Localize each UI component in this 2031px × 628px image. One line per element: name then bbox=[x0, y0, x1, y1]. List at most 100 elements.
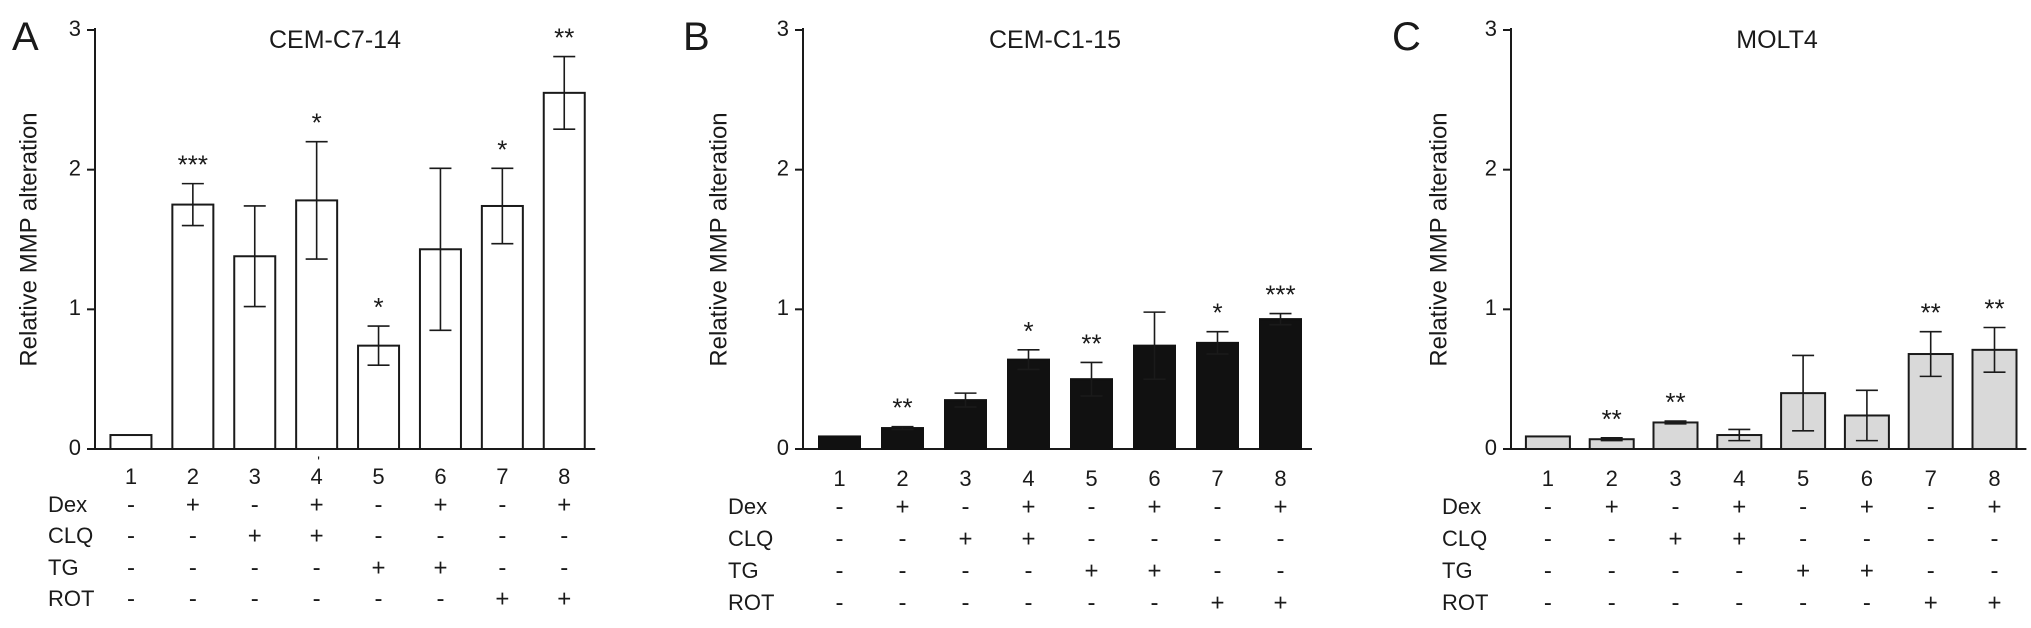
significance-marker: *** bbox=[1265, 280, 1295, 310]
x-tick-label: 1 bbox=[833, 466, 845, 491]
treatment-label-clq: CLQ bbox=[728, 526, 773, 551]
y-tick-label: 0 bbox=[777, 435, 789, 460]
significance-marker: ** bbox=[1984, 293, 2004, 323]
treatment-sign: + bbox=[1021, 525, 1035, 552]
x-tick-label: 5 bbox=[1797, 466, 1809, 491]
x-tick-label: 4 bbox=[311, 464, 323, 489]
treatment-sign: + bbox=[1210, 589, 1224, 616]
treatment-sign: + bbox=[310, 522, 324, 549]
bar bbox=[171, 203, 215, 450]
y-axis-label: Relative MMP alteration bbox=[15, 112, 42, 366]
treatment-sign: + bbox=[1668, 525, 1682, 552]
x-tick-label: 7 bbox=[1211, 466, 1223, 491]
treatment-sign: + bbox=[1924, 589, 1938, 616]
treatment-sign: - bbox=[1863, 589, 1871, 616]
panel-label: B bbox=[683, 15, 710, 59]
x-tick-label: 8 bbox=[558, 464, 570, 489]
treatment-sign: - bbox=[251, 585, 259, 612]
y-tick-label: 3 bbox=[777, 16, 789, 41]
treatment-sign: - bbox=[498, 554, 506, 581]
treatment-sign: - bbox=[251, 554, 259, 581]
bar bbox=[818, 435, 861, 450]
x-tick-label: 3 bbox=[1669, 466, 1681, 491]
treatment-label-rot: ROT bbox=[48, 586, 94, 611]
treatment-sign: - bbox=[1927, 557, 1935, 584]
y-axis-label: Relative MMP alteration bbox=[1425, 112, 1452, 366]
treatment-sign: + bbox=[1987, 589, 2001, 616]
treatment-sign: - bbox=[899, 557, 907, 584]
treatment-sign: - bbox=[189, 554, 197, 581]
x-tick-label: 6 bbox=[1148, 466, 1160, 491]
treatment-sign: - bbox=[962, 589, 970, 616]
treatment-sign: - bbox=[375, 522, 383, 549]
significance-marker: *** bbox=[178, 150, 208, 180]
treatment-label-clq: CLQ bbox=[1442, 526, 1487, 551]
x-tick-label: 7 bbox=[1925, 466, 1937, 491]
treatment-sign: - bbox=[1277, 525, 1285, 552]
y-tick-label: 0 bbox=[69, 435, 81, 460]
treatment-sign: - bbox=[1608, 525, 1616, 552]
treatment-sign: - bbox=[1151, 589, 1159, 616]
treatment-sign: - bbox=[962, 557, 970, 584]
treatment-label-tg: TG bbox=[48, 555, 79, 580]
chart-title: CEM-C7-14 bbox=[269, 26, 401, 54]
significance-marker: * bbox=[1212, 298, 1222, 328]
treatment-sign: - bbox=[1025, 589, 1033, 616]
treatment-sign: - bbox=[1608, 557, 1616, 584]
y-tick-label: 1 bbox=[777, 295, 789, 320]
treatment-sign: - bbox=[1544, 525, 1552, 552]
treatment-sign: + bbox=[433, 554, 447, 581]
treatment-sign: - bbox=[436, 522, 444, 549]
treatment-label-clq: CLQ bbox=[48, 523, 93, 548]
significance-marker: * bbox=[373, 292, 383, 322]
panel-label: C bbox=[1392, 15, 1421, 59]
bar bbox=[542, 91, 586, 450]
treatment-sign: - bbox=[560, 522, 568, 549]
x-tick-label: 6 bbox=[434, 464, 446, 489]
treatment-sign: - bbox=[560, 554, 568, 581]
treatment-sign: - bbox=[836, 493, 844, 520]
treatment-sign: + bbox=[895, 493, 909, 520]
x-tick-label: 7 bbox=[496, 464, 508, 489]
x-tick-label: 2 bbox=[1606, 466, 1618, 491]
treatment-sign: - bbox=[127, 522, 135, 549]
y-tick-label: 3 bbox=[1485, 16, 1497, 41]
significance-marker: ** bbox=[554, 23, 574, 53]
significance-marker: * bbox=[497, 134, 507, 164]
treatment-sign: + bbox=[1987, 493, 2001, 520]
treatment-sign: + bbox=[1021, 493, 1035, 520]
treatment-sign: + bbox=[1605, 493, 1619, 520]
bar bbox=[1524, 435, 1571, 450]
panel-label: A bbox=[12, 15, 39, 59]
treatment-sign: - bbox=[1991, 557, 1999, 584]
x-tick-label: 8 bbox=[1988, 466, 2000, 491]
bar bbox=[109, 434, 153, 450]
treatment-sign: + bbox=[248, 522, 262, 549]
treatment-sign: - bbox=[375, 491, 383, 518]
treatment-sign: - bbox=[1544, 589, 1552, 616]
treatment-sign: - bbox=[189, 585, 197, 612]
treatment-sign: + bbox=[1147, 557, 1161, 584]
treatment-sign: - bbox=[899, 589, 907, 616]
significance-marker: ** bbox=[892, 393, 912, 423]
treatment-sign: + bbox=[1796, 557, 1810, 584]
treatment-sign: + bbox=[1147, 493, 1161, 520]
treatment-label-tg: TG bbox=[1442, 558, 1473, 583]
treatment-sign: - bbox=[962, 493, 970, 520]
treatment-label-dex: Dex bbox=[728, 494, 767, 519]
stray-mark: ' bbox=[317, 453, 320, 469]
treatment-sign: - bbox=[1544, 493, 1552, 520]
treatment-label-dex: Dex bbox=[48, 492, 87, 517]
x-tick-label: 1 bbox=[125, 464, 137, 489]
treatment-sign: - bbox=[251, 491, 259, 518]
bar bbox=[1007, 358, 1050, 451]
treatment-sign: - bbox=[1799, 589, 1807, 616]
treatment-sign: - bbox=[1088, 589, 1096, 616]
treatment-sign: - bbox=[899, 525, 907, 552]
x-tick-label: 1 bbox=[1542, 466, 1554, 491]
bar bbox=[1196, 341, 1239, 450]
significance-marker: ** bbox=[1921, 298, 1941, 328]
treatment-sign: - bbox=[498, 491, 506, 518]
